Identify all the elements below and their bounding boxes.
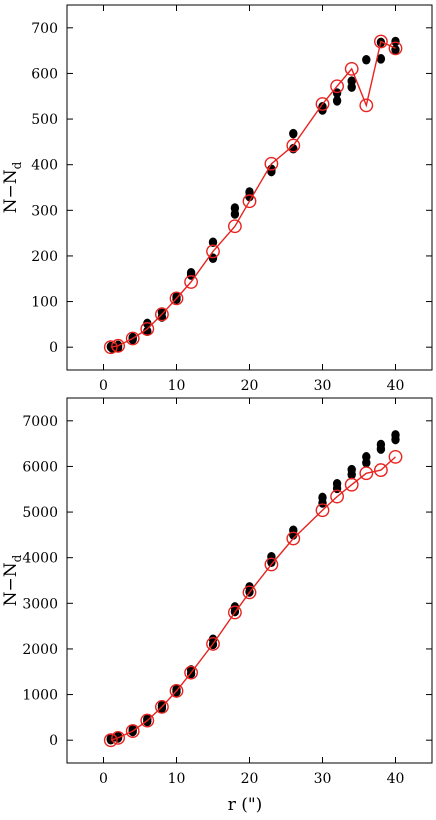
model-point xyxy=(169,291,184,306)
data-point xyxy=(347,76,356,86)
x-axis-title: r (") xyxy=(228,795,263,815)
data-point xyxy=(362,452,371,462)
data-point xyxy=(172,684,181,695)
model-point xyxy=(125,724,140,738)
x-tick-label: 10 xyxy=(168,771,186,787)
x-tick-label: 30 xyxy=(314,771,332,787)
model-point xyxy=(206,637,220,651)
model-point xyxy=(373,34,388,49)
model-point xyxy=(154,307,169,322)
y-axis-title-subscript: d xyxy=(10,161,24,169)
x-tick-label: 30 xyxy=(314,378,332,394)
model-point xyxy=(388,41,403,56)
data-point xyxy=(332,96,342,106)
data-point xyxy=(245,187,254,197)
y-tick-label: 200 xyxy=(31,249,58,265)
model-point xyxy=(111,731,126,745)
y-tick-label: 5000 xyxy=(22,505,58,521)
data-point xyxy=(208,237,218,248)
y-tick-label: 7000 xyxy=(22,414,58,430)
bottom-panel: 0 10 20 30 40 0 1000 2000 3000 4000 5000 6000 7000 N−… xyxy=(1,397,433,787)
data-point xyxy=(318,492,327,503)
y-tick-label: 4000 xyxy=(22,551,58,567)
y-tick-label: 500 xyxy=(31,112,58,128)
data-point xyxy=(172,292,181,302)
model-point xyxy=(264,557,279,572)
x-tick-label: 40 xyxy=(387,771,405,787)
model-point xyxy=(169,684,184,698)
y-axis-title-main: N−N xyxy=(1,169,21,213)
data-point xyxy=(362,54,371,65)
model-point xyxy=(330,79,344,94)
plot-frame xyxy=(66,397,433,764)
y-tick-label: 300 xyxy=(31,203,58,219)
data-point xyxy=(157,307,167,317)
model-point xyxy=(227,219,242,234)
y-tick-label: 600 xyxy=(31,66,58,82)
model-point xyxy=(111,338,126,353)
model-point xyxy=(286,138,301,153)
model-point xyxy=(286,531,301,546)
data-point xyxy=(186,268,196,278)
model-point xyxy=(206,244,220,259)
model-point xyxy=(242,585,257,600)
model-point xyxy=(264,156,279,171)
y-tick-label: 0 xyxy=(49,340,58,356)
model-point xyxy=(315,97,330,111)
y-tick-label: 2000 xyxy=(22,642,58,658)
y-tick-label: 400 xyxy=(31,158,58,174)
data-point xyxy=(391,430,400,440)
y-axis-title: N−Nd xyxy=(1,161,24,213)
model-line xyxy=(110,456,396,741)
model-point xyxy=(227,605,242,620)
data-point xyxy=(376,54,386,64)
y-tick-label: 700 xyxy=(31,21,58,37)
y-axis-title-main: N−N xyxy=(1,562,21,606)
model-point xyxy=(359,98,374,113)
data-point xyxy=(289,128,298,139)
model-point xyxy=(330,489,344,504)
y-tick-label: 6000 xyxy=(22,459,58,475)
model-point xyxy=(140,322,155,336)
data-point xyxy=(332,478,342,489)
model-point xyxy=(242,194,257,209)
model-point xyxy=(140,713,155,728)
x-tick-label: 20 xyxy=(241,771,259,787)
model-point xyxy=(184,665,199,680)
y-tick-label: 1000 xyxy=(22,688,58,704)
x-tick-label: 20 xyxy=(241,378,259,394)
data-point xyxy=(128,332,137,343)
x-tick-label: 40 xyxy=(387,378,405,394)
model-point xyxy=(125,331,140,346)
data-point xyxy=(347,464,356,475)
model-point xyxy=(154,699,169,714)
model-point xyxy=(359,466,374,481)
data-point xyxy=(376,439,386,450)
model-point xyxy=(103,340,118,355)
model-point xyxy=(344,61,359,76)
data-point xyxy=(230,203,240,213)
data-point xyxy=(143,326,152,337)
x-tick-label: 0 xyxy=(99,378,108,394)
y-tick-label: 0 xyxy=(49,733,58,749)
model-point xyxy=(373,463,388,477)
model-point xyxy=(184,275,199,289)
y-axis-title-subscript: d xyxy=(10,554,24,562)
x-tick-label: 10 xyxy=(168,378,186,394)
y-tick-label: 3000 xyxy=(22,596,58,612)
model-point xyxy=(315,503,330,518)
y-tick-label: 100 xyxy=(31,295,58,311)
model-point xyxy=(388,449,403,464)
x-tick-label: 0 xyxy=(99,771,108,787)
model-point xyxy=(103,733,118,748)
model-point xyxy=(344,477,359,492)
y-axis-title: N−Nd xyxy=(1,554,24,606)
